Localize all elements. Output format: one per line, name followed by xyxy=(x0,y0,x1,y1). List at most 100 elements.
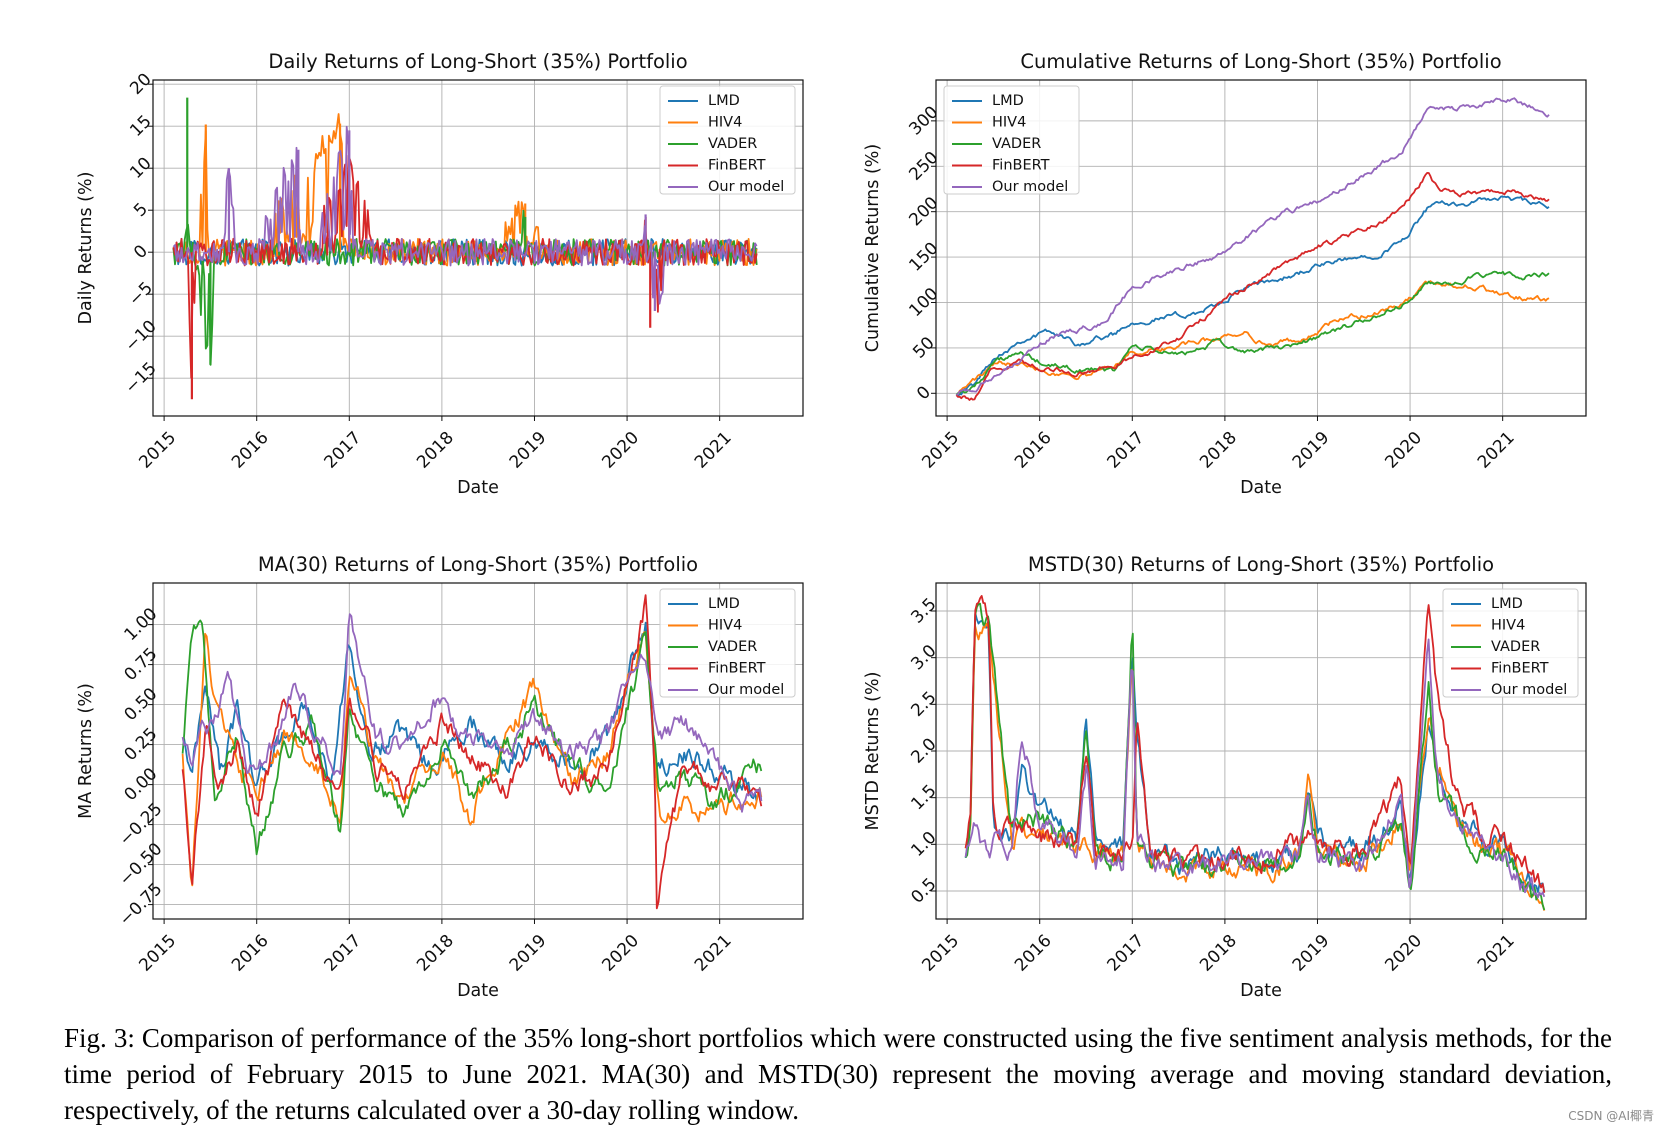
series-layer xyxy=(955,97,1550,401)
x-tick-label: 2017 xyxy=(321,931,366,976)
x-axis-label: Date xyxy=(457,478,499,498)
x-tick-label: 2017 xyxy=(1104,931,1149,976)
x-tick-label: 2016 xyxy=(228,931,273,976)
x-tick-label: 2020 xyxy=(598,428,643,473)
series-vader xyxy=(181,619,763,856)
x-tick-label: 2021 xyxy=(1474,428,1519,473)
x-tick-label: 2015 xyxy=(135,931,180,976)
plot-frame xyxy=(935,79,1587,417)
legend: LMD HIV4 VADER FinBERT Our model xyxy=(659,588,796,698)
series-finbert xyxy=(172,154,758,379)
x-tick-label: 2015 xyxy=(918,428,963,473)
chart-panel-4: 2015 2016 2017 2018 2019 2020 20210.51.01.52.0… xyxy=(863,553,1587,1001)
legend-entry: Our model xyxy=(708,682,784,698)
chart-panel-3: 2015 2016 2017 2018 2019 2020 2021−0.75−0.50−0… xyxy=(76,553,804,1001)
legend-entry: FinBERT xyxy=(708,158,766,174)
y-tick-label: 100 xyxy=(905,284,942,321)
legend-entry: LMD xyxy=(708,93,740,109)
x-axis-label: Date xyxy=(1240,981,1282,1001)
series-finbert xyxy=(955,171,1550,401)
y-tick-label: 200 xyxy=(905,193,942,230)
x-tick-label: 2018 xyxy=(1196,931,1241,976)
series-hiv4 xyxy=(181,631,763,887)
x-axis-label: Date xyxy=(1240,478,1282,498)
legend-entry: LMD xyxy=(1491,596,1523,612)
x-tick-label: 2019 xyxy=(506,428,551,473)
legend-box xyxy=(659,85,796,195)
y-tick-label: 5 xyxy=(130,199,152,221)
x-tick-label: 2019 xyxy=(1289,931,1334,976)
x-tick-label: 2019 xyxy=(1289,428,1334,473)
legend: LMD HIV4 VADER FinBERT Our model xyxy=(1442,588,1579,698)
y-tick-label: −10 xyxy=(121,316,161,356)
series-hiv4 xyxy=(955,280,1550,396)
y-axis-label: Cumulative Returns (%) xyxy=(863,144,883,352)
legend-entry: Our model xyxy=(708,179,784,195)
series-lmd xyxy=(182,621,763,802)
legend-entry: Our model xyxy=(1491,682,1567,698)
legend-entry: VADER xyxy=(708,136,757,152)
plot-frame xyxy=(152,582,804,920)
plot-frame xyxy=(152,79,804,417)
x-tick-label: 2017 xyxy=(321,428,366,473)
y-axis-label: MSTD Returns (%) xyxy=(863,672,883,831)
legend-entry: FinBERT xyxy=(1491,661,1549,677)
legend-entry: VADER xyxy=(992,136,1041,152)
y-tick-label: 10 xyxy=(126,153,155,182)
legend-entry: HIV4 xyxy=(708,115,742,131)
legend-box xyxy=(659,588,796,698)
y-tick-label: 50 xyxy=(909,333,938,362)
legend-entry: LMD xyxy=(708,596,740,612)
series-our-model xyxy=(172,125,758,305)
legend-entry: VADER xyxy=(708,639,757,655)
legend: LMD HIV4 VADER FinBERT Our model xyxy=(659,85,796,195)
x-tick-label: 2020 xyxy=(1381,428,1426,473)
series-our-model xyxy=(955,97,1550,396)
x-tick-label: 2020 xyxy=(1381,931,1426,976)
x-tick-label: 2018 xyxy=(413,931,458,976)
x-tick-label: 2021 xyxy=(691,931,736,976)
y-tick-label: 0 xyxy=(913,382,935,404)
x-axis-label: Date xyxy=(457,981,499,1001)
series-layer xyxy=(181,594,763,910)
x-tick-label: 2016 xyxy=(1011,428,1056,473)
x-tick-label: 2015 xyxy=(918,931,963,976)
y-axis-label: Daily Returns (%) xyxy=(76,172,96,325)
chart-title: Cumulative Returns of Long-Short (35%) P… xyxy=(1020,50,1501,73)
series-vader xyxy=(172,209,758,366)
x-tick-label: 2015 xyxy=(135,428,180,473)
y-tick-label: 20 xyxy=(126,69,155,98)
legend-entry: FinBERT xyxy=(708,661,766,677)
legend-entry: LMD xyxy=(992,93,1024,109)
series-our-model xyxy=(964,638,1546,899)
y-tick-label: 15 xyxy=(126,111,155,140)
watermark: CSDN @AI椰青 xyxy=(1568,1109,1654,1123)
x-tick-label: 2021 xyxy=(691,428,736,473)
legend-entry: HIV4 xyxy=(1491,618,1525,634)
series-vader xyxy=(955,270,1550,396)
y-tick-label: 150 xyxy=(905,239,942,276)
y-tick-label: 300 xyxy=(905,102,942,139)
chart-title: MA(30) Returns of Long-Short (35%) Portf… xyxy=(258,553,698,576)
x-tick-label: 2019 xyxy=(506,931,551,976)
y-tick-label: 0 xyxy=(130,241,152,263)
legend-entry: VADER xyxy=(1491,639,1540,655)
x-tick-label: 2020 xyxy=(598,931,643,976)
series-finbert xyxy=(181,594,763,910)
x-tick-label: 2018 xyxy=(1196,428,1241,473)
legend-box xyxy=(1442,588,1579,698)
chart-title: MSTD(30) Returns of Long-Short (35%) Por… xyxy=(1028,553,1494,576)
series-our-model xyxy=(181,613,763,813)
legend-entry: Our model xyxy=(992,179,1068,195)
x-tick-label: 2016 xyxy=(1011,931,1056,976)
x-tick-label: 2018 xyxy=(413,428,458,473)
series-layer xyxy=(172,97,758,400)
x-tick-label: 2021 xyxy=(1474,931,1519,976)
legend-entry: FinBERT xyxy=(992,158,1050,174)
chart-panel-2: 2015 2016 2017 2018 2019 2020 2021 0 50 100 150 200… xyxy=(863,50,1587,498)
legend-entry: HIV4 xyxy=(708,618,742,634)
y-tick-label: 250 xyxy=(905,148,942,185)
series-layer xyxy=(964,595,1546,911)
y-axis-label: MA Returns (%) xyxy=(76,683,96,819)
